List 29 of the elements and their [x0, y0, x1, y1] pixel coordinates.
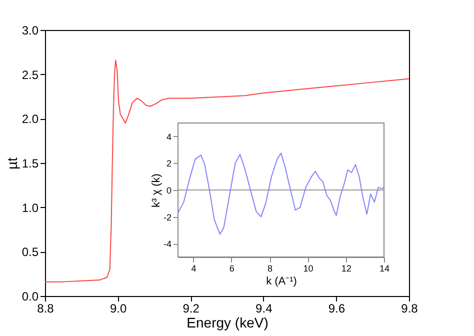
y-tick-label: 0.5: [22, 245, 39, 260]
x-tick-label: 4: [191, 264, 196, 274]
y-tick-label: -4: [163, 239, 172, 250]
y-axis-title: µt: [4, 157, 20, 170]
x-axis-title: Energy (keV): [186, 314, 268, 330]
x-tick-label: 9.2: [182, 302, 200, 316]
x-tick-label: 14: [379, 264, 390, 274]
x-tick-label: 8: [268, 264, 273, 274]
y-axis-title: k³ χ (k): [150, 174, 162, 208]
x-tick-label: 6: [229, 264, 234, 274]
y-tick-label: 4: [166, 132, 172, 142]
x-tick-label: 10: [303, 264, 314, 274]
y-tick-label: 0: [166, 186, 172, 196]
line-series: [178, 152, 384, 235]
y-tick-label: 2: [166, 158, 172, 169]
y-tick-label: 2.0: [22, 112, 39, 126]
x-tick-label: 9.0: [110, 302, 127, 316]
x-tick-label: 12: [341, 264, 352, 274]
y-tick-label: 0.0: [22, 290, 39, 304]
x-tick-label: 9.8: [401, 302, 418, 316]
x-tick-label: 9.4: [256, 302, 273, 316]
y-tick-label: 3.0: [22, 24, 39, 38]
y-tick-label: 2.5: [22, 68, 39, 82]
x-tick-label: 8.8: [37, 302, 54, 316]
x-tick-label: 9.6: [328, 302, 346, 316]
x-axis-title: k (A⁻¹): [266, 276, 297, 288]
y-tick-label: 1.0: [22, 200, 39, 215]
y-tick-label: -2: [163, 212, 172, 222]
y-tick-label: 1.5: [22, 156, 39, 170]
